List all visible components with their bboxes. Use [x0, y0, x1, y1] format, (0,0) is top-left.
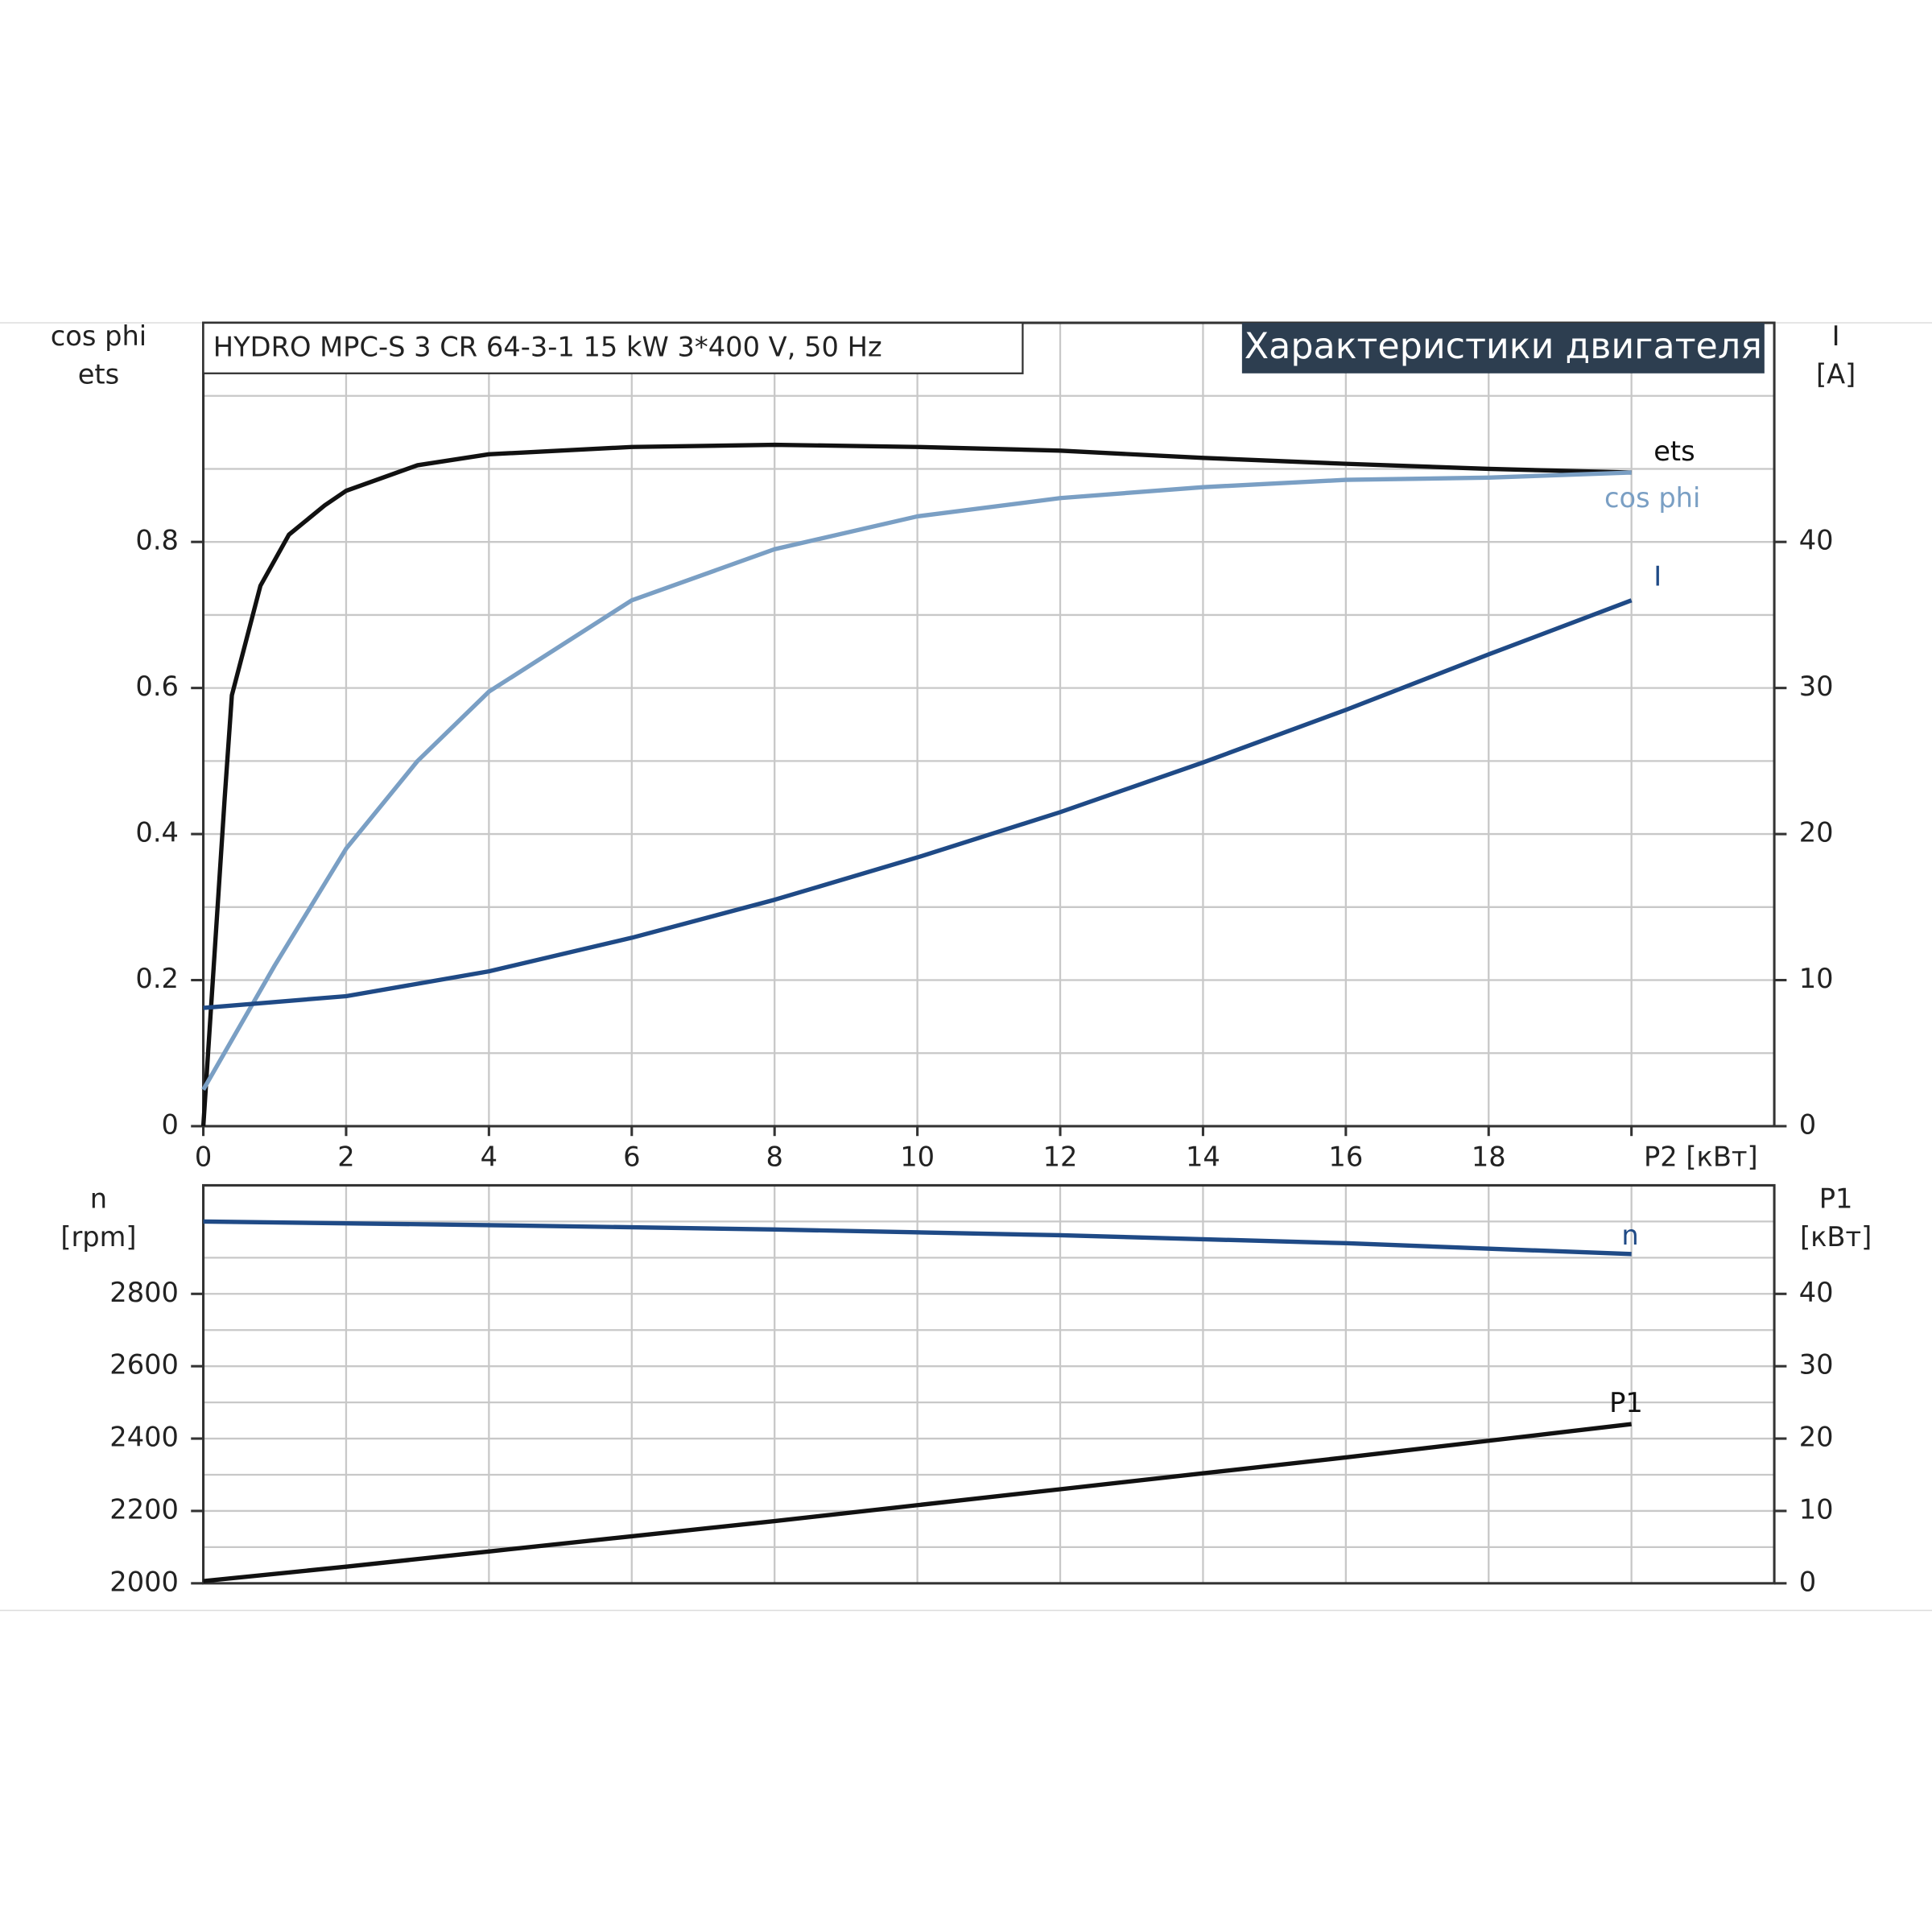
y2-tick-label: 0 [1799, 1108, 1816, 1140]
plot-frame [202, 1183, 1776, 1585]
y2-axis-label: P1 [1819, 1183, 1853, 1214]
x-tick-label: 16 [1328, 1141, 1363, 1172]
series-label: ets [1653, 436, 1695, 467]
y-tick-label: 2800 [109, 1277, 179, 1308]
y-tick-label: 0 [162, 1108, 179, 1140]
x-tick-label: 12 [1043, 1141, 1078, 1172]
y2-axis-label: [кВт] [1800, 1221, 1872, 1253]
y2-tick-label: 10 [1799, 1493, 1834, 1525]
y2-tick-label: 40 [1799, 1277, 1834, 1308]
y-axis-label: ets [78, 358, 119, 390]
x-tick-label: 0 [195, 1141, 212, 1172]
x-tick-label: 14 [1186, 1141, 1220, 1172]
y-tick-label: 2000 [109, 1566, 179, 1597]
series-label: P1 [1609, 1387, 1643, 1418]
y2-tick-label: 10 [1799, 963, 1834, 994]
series-line [201, 470, 1632, 1091]
y-tick-label: 2400 [109, 1422, 179, 1453]
y-tick-label: 2200 [109, 1493, 179, 1525]
x-tick-label: 8 [766, 1141, 782, 1172]
series-line [200, 442, 1632, 1127]
y2-axis-label: [A] [1816, 358, 1856, 390]
series-line [203, 1219, 1632, 1257]
y2-axis-label: I [1832, 320, 1840, 352]
chart-title: HYDRO MPC-S 3 CR 64-3-1 15 kW 3*400 V, 5… [213, 332, 882, 363]
y2-tick-label: 0 [1799, 1566, 1816, 1597]
y-tick-label: 0.4 [135, 817, 179, 848]
plot-frame [202, 321, 1776, 1128]
y2-tick-label: 30 [1799, 1349, 1834, 1381]
y2-tick-label: 40 [1799, 525, 1834, 556]
x-tick-label: 6 [623, 1141, 640, 1172]
x-tick-label: 18 [1472, 1141, 1506, 1172]
y2-tick-label: 30 [1799, 671, 1834, 702]
x-tick-label: 4 [481, 1141, 497, 1172]
x-tick-label: 10 [900, 1141, 935, 1172]
subtitle-badge [1241, 323, 1765, 374]
y2-tick-label: 20 [1799, 817, 1834, 848]
y-tick-label: 0.8 [135, 525, 179, 556]
title-box [202, 321, 1024, 374]
y2-tick-label: 20 [1799, 1422, 1834, 1453]
series-label: n [1621, 1220, 1638, 1251]
series-label: I [1653, 561, 1662, 592]
x-tick-label: P2 [кВт] [1644, 1141, 1758, 1172]
series-line [203, 1422, 1632, 1583]
y-axis-label: n [90, 1183, 107, 1214]
y-tick-label: 0.6 [135, 671, 179, 702]
y-tick-label: 0.2 [135, 963, 179, 994]
y-axis-label: [rpm] [60, 1221, 136, 1253]
x-tick-label: 2 [337, 1141, 354, 1172]
series-label: cos phi [1604, 482, 1700, 514]
chart-subtitle: Характеристики двигателя [1245, 326, 1762, 367]
y-axis-label: cos phi [51, 320, 147, 352]
series-line [203, 598, 1633, 1010]
y-tick-label: 2600 [109, 1349, 179, 1381]
